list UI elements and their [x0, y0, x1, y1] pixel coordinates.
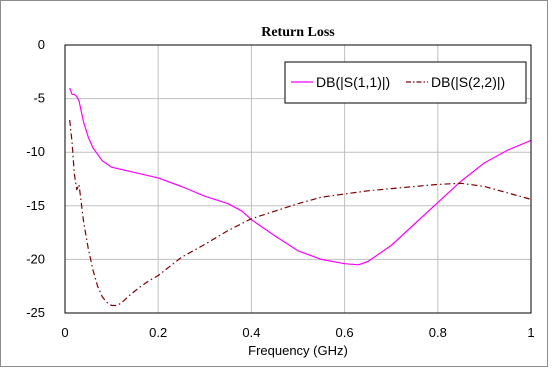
legend: DB(|S(1,1)|) DB(|S(2,2)|)	[284, 61, 527, 104]
y-tick-label: 0	[38, 37, 45, 52]
series-line-1	[69, 87, 532, 266]
series-layer	[69, 87, 532, 307]
y-tick-label: -10	[26, 144, 45, 159]
x-tick-label: 0.2	[149, 325, 167, 340]
x-axis-title: Frequency (GHz)	[248, 343, 348, 358]
x-tick-label: 0.6	[336, 325, 354, 340]
x-tick-label: 0.8	[429, 325, 447, 340]
x-tick-labels: 0 0.2 0.4 0.6 0.8 1	[61, 325, 534, 340]
y-tick-label: -25	[26, 305, 45, 320]
x-tick-label: 1	[527, 325, 534, 340]
series-line-2	[69, 119, 532, 307]
legend-box	[284, 61, 527, 104]
chart-frame	[0, 0, 548, 367]
plot-border	[64, 44, 532, 314]
legend-label-2: DB(|S(2,2)|)	[431, 74, 505, 90]
y-tick-label: -15	[26, 198, 45, 213]
x-tick-label: 0	[61, 325, 68, 340]
y-tick-labels: 0 -5 -10 -15 -20 -25	[26, 37, 45, 320]
y-tick-label: -5	[33, 91, 45, 106]
chart-title: Return Loss	[261, 25, 335, 40]
x-tick-label: 0.4	[242, 325, 260, 340]
legend-label-1: DB(|S(1,1)|)	[316, 74, 390, 90]
y-tick-label: -20	[26, 251, 45, 266]
